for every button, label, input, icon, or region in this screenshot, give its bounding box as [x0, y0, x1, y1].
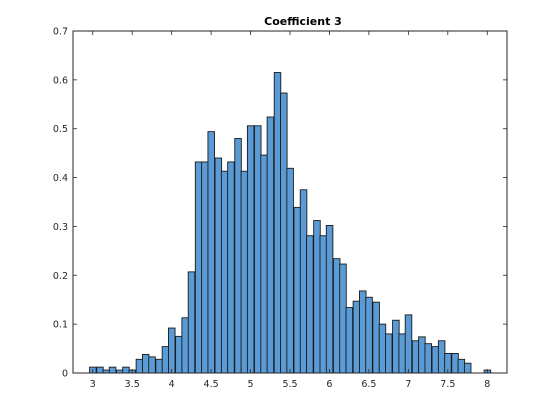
histogram-bar	[161, 346, 170, 374]
histogram-bar	[463, 362, 472, 374]
x-tick-label: 4	[169, 379, 175, 390]
histogram-bar	[451, 353, 459, 374]
histogram-bar	[345, 307, 354, 374]
histogram-bar	[299, 189, 308, 374]
histogram-bar	[201, 161, 209, 374]
histogram-bar	[254, 125, 262, 374]
histogram-bar	[286, 167, 294, 374]
histogram-bar	[325, 224, 334, 374]
histogram-bar	[411, 340, 420, 374]
x-tick-label: 7	[405, 379, 411, 390]
y-tick-label: 0.7	[53, 27, 68, 38]
x-tick-label: 6.5	[361, 379, 376, 390]
histogram-bar	[175, 335, 183, 374]
histogram-bar	[392, 319, 400, 374]
histogram-bar	[96, 366, 104, 374]
histogram-bar	[273, 72, 282, 374]
histogram-bar	[332, 258, 341, 374]
x-tick-label: 6	[326, 379, 332, 390]
histogram-bar	[365, 296, 373, 374]
x-tick-label: 3	[90, 379, 96, 390]
histogram-bar	[319, 235, 328, 374]
histogram-bar	[246, 125, 255, 374]
x-tick-label: 5.5	[282, 379, 297, 390]
histogram-bar	[168, 327, 176, 374]
histogram-bar	[148, 356, 156, 374]
y-tick-label: 0.5	[53, 124, 68, 135]
histogram-bar	[385, 333, 393, 374]
histogram-bar	[339, 263, 347, 374]
chart-title: Coefficient 3	[264, 15, 342, 28]
x-tick-label: 4.5	[204, 379, 219, 390]
histogram-bar	[358, 290, 367, 374]
y-axis-ticks: 0 0.1 0.2 0.3 0.4 0.5 0.6 0.7	[53, 27, 507, 380]
histogram-bar	[398, 333, 406, 374]
y-tick-label: 0.3	[53, 222, 68, 233]
y-tick-label: 0.4	[53, 173, 68, 184]
histogram-bar	[141, 353, 150, 374]
histogram-bar	[424, 343, 432, 374]
x-tick-label: 8	[484, 379, 490, 390]
histogram-bars	[89, 72, 492, 374]
x-axis-ticks: 3 3.5 4 4.5 5 5.5 6 6.5 7 7.5 8	[90, 31, 490, 390]
y-tick-label: 0.1	[53, 320, 68, 331]
histogram-bar	[266, 116, 275, 374]
histogram-bar	[187, 271, 196, 374]
histogram-bar	[108, 366, 117, 374]
histogram-bar	[431, 346, 440, 374]
x-tick-label: 3.5	[125, 379, 140, 390]
histogram-bar	[234, 138, 242, 374]
histogram-bar	[207, 131, 215, 374]
y-tick-label: 0.2	[53, 271, 68, 282]
histogram-bar	[181, 317, 189, 374]
histogram-bar	[313, 220, 321, 374]
histogram-bar	[214, 157, 223, 374]
histogram-bar	[378, 323, 387, 374]
x-tick-label: 7.5	[440, 379, 455, 390]
histogram-bar	[135, 358, 144, 374]
histogram-bar	[372, 301, 380, 374]
histogram-bar	[457, 358, 466, 374]
histogram-bar	[155, 358, 163, 374]
histogram-bar	[404, 314, 413, 374]
histogram-bar	[280, 92, 288, 374]
histogram-bar	[306, 235, 314, 374]
histogram-bar	[293, 206, 301, 374]
histogram-bar	[194, 161, 203, 374]
y-tick-label: 0.6	[53, 75, 68, 86]
histogram-bar	[352, 300, 361, 374]
x-tick-label: 5	[248, 379, 254, 390]
histogram-bar	[220, 170, 229, 374]
y-tick-label: 0	[62, 369, 68, 380]
histogram-bar	[418, 336, 426, 374]
histogram-bar	[122, 366, 130, 374]
histogram-bar	[260, 154, 268, 374]
histogram-bar	[437, 340, 446, 374]
histogram-bar	[240, 170, 249, 374]
histogram-bar	[227, 161, 235, 374]
